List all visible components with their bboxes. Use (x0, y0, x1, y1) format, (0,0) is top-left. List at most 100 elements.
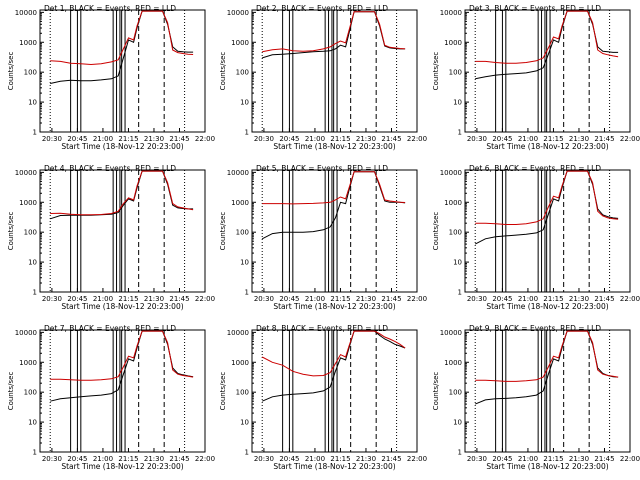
y-tick-label: 1 (458, 129, 462, 137)
y-tick-label: 1000 (444, 39, 462, 47)
y-tick-label: 100 (24, 69, 37, 77)
events-series-line (475, 10, 619, 80)
y-tick-label: 1000 (231, 359, 249, 367)
x-tick-label: 20:45 (67, 135, 87, 143)
x-tick-label: 21:00 (305, 135, 325, 143)
lld-series-line (261, 330, 406, 377)
x-tick-label: 21:00 (518, 135, 538, 143)
panel-title: Det 2, BLACK = Events, RED = LLD (256, 4, 388, 13)
y-tick-label: 100 (236, 229, 249, 237)
x-tick-label: 21:15 (118, 455, 138, 463)
x-tick-label: 22:00 (620, 295, 640, 303)
x-tick-label: 21:30 (356, 295, 376, 303)
y-tick-label: 10 (28, 259, 37, 267)
y-tick-label: 10000 (227, 9, 249, 17)
x-tick-label: 21:45 (381, 135, 401, 143)
x-tick-label: 20:45 (279, 135, 299, 143)
y-tick-label: 10 (453, 419, 462, 427)
detector-panel: Det 4, BLACK = Events, RED = LLD 1 10 100 10… (7, 164, 215, 311)
detector-panel: Det 7, BLACK = Events, RED = LLD 1 10 100 10… (7, 324, 215, 471)
panel-title: Det 3, BLACK = Events, RED = LLD (469, 4, 601, 13)
y-tick-label: 1000 (19, 199, 37, 207)
x-tick-label: 22:00 (407, 295, 427, 303)
y-tick-label: 10000 (15, 329, 37, 337)
x-tick-label: 21:45 (381, 295, 401, 303)
events-series-line (262, 11, 406, 59)
y-tick-label: 100 (449, 389, 462, 397)
x-axis-label: Start Time (18-Nov-12 20:23:00) (61, 142, 183, 151)
x-tick-label: 20:30 (254, 455, 274, 463)
panel-title: Det 9, BLACK = Events, RED = LLD (469, 324, 601, 333)
events-series-line (261, 171, 406, 240)
x-tick-label: 21:45 (594, 135, 614, 143)
x-tick-label: 22:00 (620, 135, 640, 143)
x-tick-label: 21:00 (518, 455, 538, 463)
x-tick-label: 21:45 (594, 455, 614, 463)
plot-frame (464, 329, 631, 453)
x-tick-label: 21:45 (594, 295, 614, 303)
y-tick-label: 1000 (231, 39, 249, 47)
y-axis-label: Counts/sec (7, 212, 15, 251)
y-tick-label: 1000 (19, 39, 37, 47)
events-series-line (475, 330, 619, 405)
y-tick-label: 1000 (444, 359, 462, 367)
x-tick-label: 20:30 (254, 135, 274, 143)
x-tick-label: 20:45 (492, 135, 512, 143)
y-tick-label: 10000 (440, 169, 462, 177)
x-tick-label: 21:45 (169, 135, 189, 143)
y-tick-label: 100 (449, 229, 462, 237)
x-tick-label: 21:00 (93, 135, 113, 143)
y-axis-label: Counts/sec (7, 52, 15, 91)
y-tick-label: 1 (458, 289, 462, 297)
x-tick-label: 21:15 (543, 135, 563, 143)
y-tick-label: 10000 (227, 169, 249, 177)
y-tick-label: 10 (240, 419, 249, 427)
x-axis-label: Start Time (18-Nov-12 20:23:00) (61, 302, 183, 311)
lld-series-line (475, 330, 619, 382)
x-tick-label: 21:45 (169, 295, 189, 303)
x-tick-label: 21:00 (305, 455, 325, 463)
y-tick-label: 10 (453, 99, 462, 107)
x-tick-label: 22:00 (195, 135, 215, 143)
y-tick-label: 1000 (231, 199, 249, 207)
x-tick-label: 21:15 (118, 295, 138, 303)
x-tick-label: 22:00 (195, 455, 215, 463)
y-tick-label: 10 (240, 259, 249, 267)
x-tick-label: 21:30 (569, 135, 589, 143)
x-tick-label: 20:45 (492, 295, 512, 303)
x-tick-label: 21:15 (330, 135, 350, 143)
x-tick-label: 21:30 (144, 455, 164, 463)
detector-panel: Det 3, BLACK = Events, RED = LLD 1 10 100 10… (432, 4, 640, 151)
y-tick-label: 1000 (19, 359, 37, 367)
x-tick-label: 20:30 (467, 295, 487, 303)
panel-title: Det 1, BLACK = Events, RED = LLD (44, 4, 176, 13)
lld-series-line (50, 10, 194, 66)
y-axis-label: Counts/sec (432, 52, 440, 91)
y-tick-label: 100 (24, 229, 37, 237)
y-tick-label: 10 (28, 419, 37, 427)
detector-panel: Det 5, BLACK = Events, RED = LLD 1 10 100 10… (219, 164, 427, 311)
panel-title: Det 7, BLACK = Events, RED = LLD (44, 324, 176, 333)
lld-series-line (475, 170, 619, 225)
plot-frame (251, 169, 418, 293)
plot-frame (39, 169, 206, 293)
y-axis-label: Counts/sec (432, 212, 440, 251)
x-tick-label: 21:30 (356, 455, 376, 463)
x-tick-label: 21:00 (305, 295, 325, 303)
events-series-line (262, 330, 406, 402)
y-tick-label: 10000 (15, 9, 37, 17)
x-tick-label: 21:30 (356, 135, 376, 143)
x-axis-label: Start Time (18-Nov-12 20:23:00) (61, 462, 183, 471)
y-tick-label: 1000 (444, 199, 462, 207)
x-tick-label: 20:45 (492, 455, 512, 463)
x-tick-label: 21:45 (169, 455, 189, 463)
plot-frame (251, 9, 418, 133)
panel-title: Det 4, BLACK = Events, RED = LLD (44, 164, 176, 173)
x-tick-label: 21:30 (569, 455, 589, 463)
x-tick-label: 20:30 (42, 295, 62, 303)
x-tick-label: 20:30 (42, 135, 62, 143)
detector-panel: Det 8, BLACK = Events, RED = LLD 1 10 100 10… (219, 324, 427, 471)
y-tick-label: 1 (33, 289, 37, 297)
panel-title: Det 8, BLACK = Events, RED = LLD (256, 324, 388, 333)
